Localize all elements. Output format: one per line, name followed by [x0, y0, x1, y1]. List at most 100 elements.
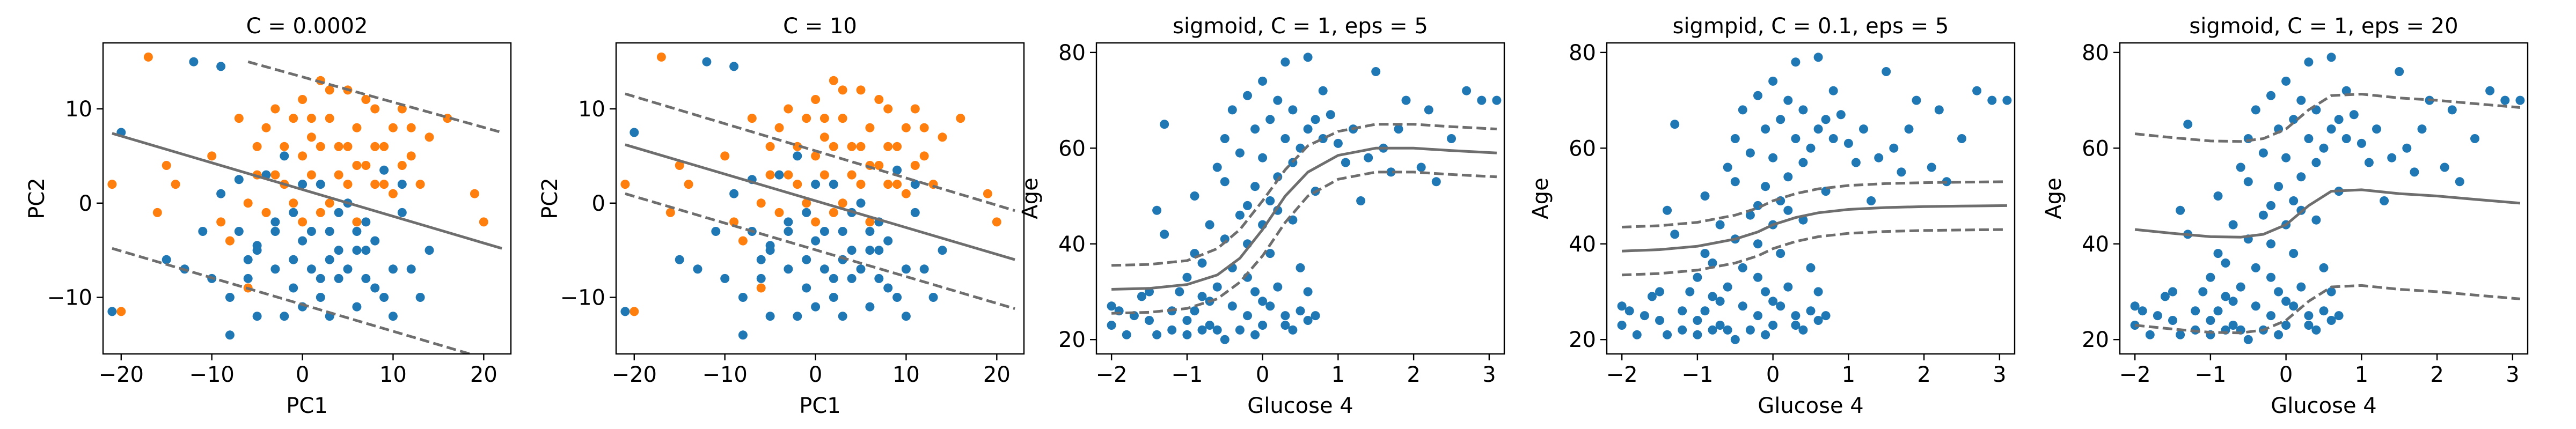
data-point-series-2	[910, 104, 920, 114]
data-point-series-1	[1617, 301, 1627, 311]
data-point-series-2	[234, 114, 244, 123]
data-point-series-1	[2470, 134, 2479, 143]
data-point-series-1	[2334, 115, 2344, 124]
data-point-series-2	[747, 114, 757, 123]
data-point-series-2	[361, 161, 371, 170]
data-point-series-1	[1265, 196, 1275, 205]
data-point-series-1	[702, 57, 712, 66]
data-point-series-1	[306, 264, 316, 274]
scatter-points	[2130, 53, 2525, 344]
data-point-series-1	[325, 227, 334, 236]
x-tick-label: −2	[1096, 363, 1128, 387]
decision-line	[625, 143, 1015, 261]
data-point-series-2	[116, 307, 126, 316]
data-point-series-1	[243, 255, 253, 264]
data-point-series-1	[2304, 311, 2314, 321]
data-point-series-1	[1798, 158, 1808, 167]
data-point-series-1	[829, 293, 838, 302]
data-point-series-1	[1250, 287, 1260, 297]
data-point-series-1	[2266, 239, 2275, 249]
data-point-series-1	[819, 227, 829, 236]
data-point-series-1	[802, 208, 811, 217]
data-point-series-1	[1700, 191, 1710, 201]
data-point-series-1	[1447, 134, 1456, 143]
axes-frame	[1606, 42, 2016, 355]
axes-frame	[2119, 42, 2529, 355]
data-point-series-1	[1462, 86, 1472, 95]
data-point-series-1	[1693, 330, 1702, 339]
data-point-series-1	[1768, 321, 1778, 330]
data-point-series-1	[316, 293, 325, 302]
data-point-series-1	[838, 312, 847, 321]
decision-line	[2134, 188, 2521, 239]
data-point-series-1	[919, 264, 929, 274]
data-point-series-1	[388, 312, 398, 321]
x-tick-label: 3	[1993, 363, 2006, 387]
data-point-series-2	[811, 151, 821, 161]
y-tick-label: 40	[1058, 232, 1086, 257]
data-point-series-1	[1273, 95, 1283, 105]
x-axis-label: PC1	[799, 394, 841, 418]
data-point-series-1	[1655, 316, 1664, 325]
y-tick-label: 10	[578, 97, 605, 122]
data-point-series-1	[1776, 115, 1785, 124]
data-point-series-1	[2236, 282, 2245, 292]
data-point-series-1	[2447, 105, 2457, 115]
data-point-series-1	[1235, 210, 1245, 220]
y-tick-label: 20	[1058, 328, 1086, 352]
data-point-series-1	[1280, 57, 1290, 67]
data-point-series-1	[1670, 120, 1680, 129]
data-point-series-1	[1243, 201, 1252, 210]
data-point-series-1	[720, 273, 730, 283]
data-point-series-2	[675, 161, 684, 170]
data-point-series-1	[1745, 148, 1755, 158]
data-point-series-1	[1897, 167, 1906, 177]
data-point-series-1	[234, 227, 244, 236]
data-point-series-1	[1791, 57, 1801, 67]
data-point-series-1	[298, 180, 308, 189]
data-point-series-1	[198, 227, 208, 236]
data-point-series-2	[334, 170, 343, 180]
data-point-series-1	[1693, 316, 1702, 325]
data-point-series-1	[2395, 67, 2404, 76]
data-point-series-1	[1912, 95, 1921, 105]
data-point-series-1	[1205, 220, 1214, 230]
data-point-series-1	[397, 208, 407, 217]
y-tick-label: −10	[47, 286, 92, 310]
data-point-series-1	[1107, 321, 1116, 330]
margin-line	[1111, 171, 1497, 315]
data-point-series-1	[2349, 110, 2359, 120]
data-point-series-1	[901, 264, 911, 274]
data-point-series-1	[2319, 263, 2329, 272]
data-point-series-1	[874, 273, 884, 283]
data-point-series-1	[1288, 105, 1298, 115]
data-point-series-1	[397, 180, 407, 189]
data-point-series-1	[2304, 321, 2314, 330]
data-point-series-1	[1318, 86, 1328, 95]
data-point-series-1	[1424, 105, 1433, 115]
y-tick-label: 80	[1058, 41, 1086, 65]
data-point-series-1	[352, 227, 362, 236]
data-point-series-2	[756, 198, 766, 208]
data-point-series-1	[1632, 330, 1642, 339]
data-point-series-1	[2281, 76, 2291, 86]
data-point-series-1	[280, 151, 289, 161]
data-point-series-1	[1152, 330, 1162, 339]
data-point-series-1	[1836, 110, 1846, 120]
data-point-series-1	[1715, 220, 1725, 230]
data-point-series-1	[774, 170, 784, 180]
data-point-series-1	[1356, 196, 1366, 205]
data-point-series-2	[316, 208, 325, 217]
data-point-series-2	[838, 85, 847, 95]
data-point-series-1	[2387, 153, 2397, 162]
x-tick-label: 0	[2279, 363, 2293, 387]
data-point-series-1	[2183, 120, 2193, 129]
data-point-series-2	[289, 114, 298, 123]
data-point-series-1	[1364, 153, 1373, 162]
data-point-series-1	[1791, 311, 1801, 321]
decision-line	[1622, 204, 2007, 253]
data-point-series-1	[334, 246, 343, 255]
data-point-series-2	[811, 217, 821, 227]
data-point-series-1	[1708, 292, 1717, 301]
data-point-series-1	[1776, 249, 1785, 258]
